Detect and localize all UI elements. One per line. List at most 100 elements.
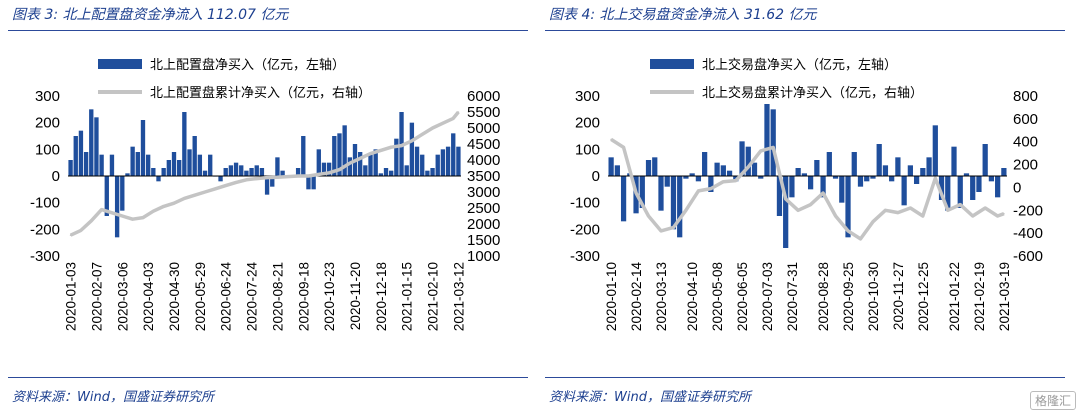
bar <box>373 149 378 176</box>
bar <box>770 109 776 176</box>
line-point <box>797 209 799 212</box>
bar <box>658 176 664 211</box>
bar <box>789 176 795 198</box>
bar <box>264 176 270 195</box>
bar <box>951 146 957 176</box>
left-axis-tick-label: 0 <box>52 168 60 185</box>
x-tick-label: 2020-04-10 <box>685 262 700 331</box>
right-axis-tick-label: 2500 <box>467 200 500 217</box>
bar <box>945 176 951 211</box>
line-point <box>747 166 750 168</box>
x-tick-label: 2021-01-22 <box>947 262 962 331</box>
bar <box>957 176 963 208</box>
bar <box>820 176 826 198</box>
bar <box>301 136 306 176</box>
x-tick-label: 2020-09-25 <box>841 262 856 331</box>
bar <box>239 165 244 176</box>
line-point <box>922 215 924 217</box>
x-tick-label: 2020-04-30 <box>167 262 182 331</box>
line-point <box>400 144 403 147</box>
bar <box>156 176 161 182</box>
right-axis-tick-label: -600 <box>1013 248 1043 265</box>
figure-source: 资料来源：Wind，国盛证券研究所 <box>12 390 214 405</box>
bar <box>347 157 352 176</box>
bar <box>864 176 870 182</box>
bar <box>889 176 895 182</box>
bar <box>161 168 166 176</box>
bar <box>758 176 764 179</box>
bar <box>254 165 259 176</box>
bar <box>739 141 745 176</box>
line-point <box>946 209 949 212</box>
bar <box>814 160 820 176</box>
line-point <box>647 215 650 217</box>
line-point <box>722 180 725 183</box>
line-point <box>984 207 986 209</box>
line-point <box>297 175 299 177</box>
bar <box>99 154 104 176</box>
figure-title: 图表 4: 北上交易盘资金净流入 31.62 亿元 <box>549 7 817 23</box>
bar <box>683 176 689 179</box>
line-point <box>276 176 279 179</box>
line-point <box>1003 212 1005 215</box>
x-tick-label: 2020-08-28 <box>816 262 831 331</box>
bar <box>995 176 1001 198</box>
bar <box>652 157 658 176</box>
line-point <box>934 177 937 180</box>
bar <box>783 176 789 248</box>
bar <box>726 170 733 176</box>
x-tick-label: 2020-12-18 <box>374 262 389 331</box>
x-tick-label: 2020-10-23 <box>322 262 337 331</box>
x-tick-label: 2020-06-05 <box>735 262 750 331</box>
line-point <box>255 177 258 180</box>
bar <box>751 162 758 176</box>
left-axis-tick-label: -300 <box>30 248 60 265</box>
bar <box>177 160 182 176</box>
bar <box>976 176 982 192</box>
bar <box>608 157 614 176</box>
bar <box>409 122 415 176</box>
line-point <box>245 179 248 181</box>
bar <box>78 130 84 176</box>
line-point <box>672 226 675 229</box>
cumulative-line <box>610 137 1005 241</box>
line-point <box>359 157 361 160</box>
bar <box>187 149 192 176</box>
line-point <box>635 192 637 194</box>
line-point <box>710 187 712 190</box>
bar <box>125 173 130 176</box>
x-tick-label: 2020-12-25 <box>916 262 931 331</box>
x-tick-label: 2020-07-03 <box>760 262 775 331</box>
right-axis-tick-label: -400 <box>1013 225 1043 242</box>
bar <box>435 154 440 176</box>
bar <box>430 168 435 176</box>
x-tick-label: 2020-04-03 <box>141 262 156 331</box>
line-point <box>457 111 460 113</box>
bar <box>316 149 321 176</box>
chart-right: 北上交易盘净买入（亿元，左轴） 北上交易盘累计净买入（亿元，右轴） 300 200 10… <box>570 57 1043 331</box>
x-tick-label: 2021-03-19 <box>997 262 1012 331</box>
right-axis-tick-label: 5000 <box>467 120 500 137</box>
bar <box>414 146 420 176</box>
bar <box>895 157 901 176</box>
legend-line-label: 北上配置盘累计净买入（亿元，右轴） <box>150 85 371 100</box>
legend-bar-swatch <box>98 59 142 69</box>
bar <box>208 154 213 176</box>
legend-bar-label: 北上交易盘净买入（亿元，左轴） <box>702 57 897 72</box>
bar <box>1001 168 1007 176</box>
left-axis-tick-label: 0 <box>592 168 600 185</box>
x-tick-label: 2021-03-12 <box>451 262 466 331</box>
figure-title: 图表 3: 北上配置盘资金净流入 112.07 亿元 <box>12 7 289 23</box>
x-tick-label: 2020-06-24 <box>219 262 234 332</box>
bar <box>445 146 451 176</box>
bar <box>801 173 808 176</box>
bar <box>720 165 726 176</box>
right-axis-tick-label: 200 <box>1013 157 1038 174</box>
x-tick-label: 2021-02-19 <box>972 262 987 331</box>
line-point <box>971 215 974 217</box>
bar <box>109 154 115 176</box>
line-point <box>685 209 687 212</box>
x-tick-label: 2021-02-10 <box>426 262 441 331</box>
right-axis-tick-label: 1000 <box>467 248 500 265</box>
bar <box>420 154 425 176</box>
